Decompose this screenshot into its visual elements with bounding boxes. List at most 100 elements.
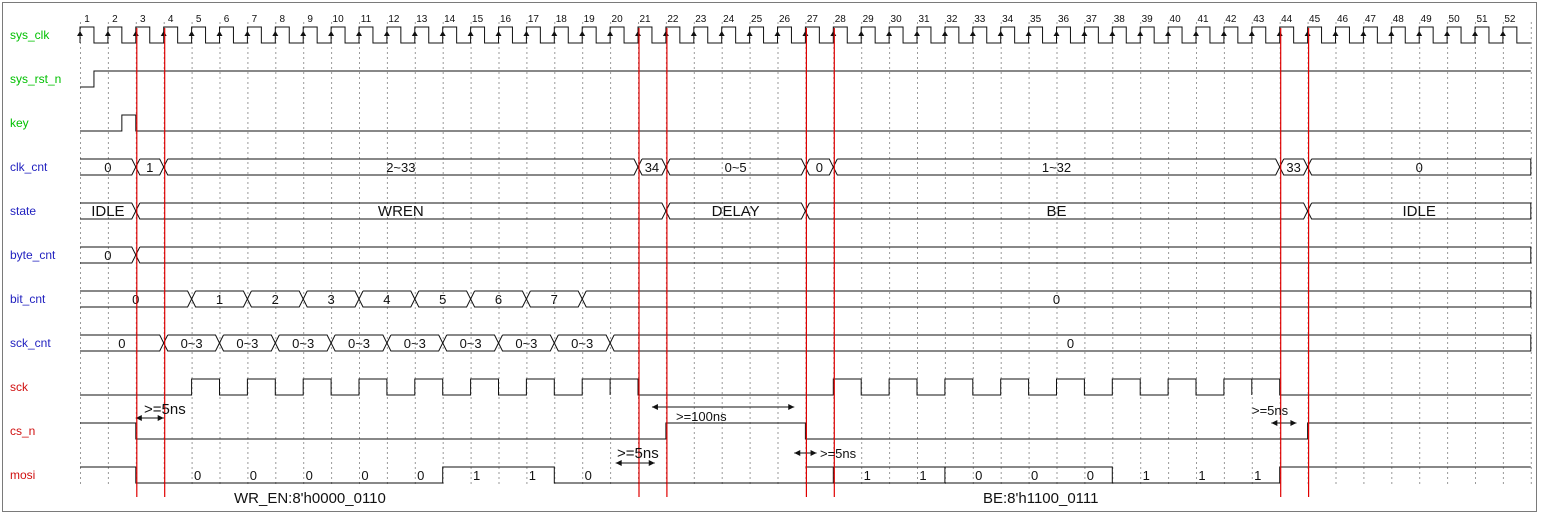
cycle-number: 13 [416,14,428,25]
state-value: BE [1046,203,1066,220]
signal-name-cs-n: cs_n [10,424,35,438]
mosi-bit-value: 1 [1254,468,1261,483]
cs-hold-label-2: >=5ns [1252,403,1289,418]
clk-edge-arrow [830,31,837,36]
sck-cnt-value: 0 [118,336,125,351]
bit-cnt-value: 3 [327,292,334,307]
sck-cnt-value: 0~3 [404,336,426,351]
mosi-bit-value: 0 [250,468,257,483]
state-value: WREN [378,203,424,220]
bit-cnt-segment [470,290,527,308]
clk-edge-arrow [1193,31,1199,36]
cycle-number: 8 [280,14,286,25]
cursor-lines [136,28,1310,497]
sck-cnt-segment [330,334,388,352]
clk-edge-arrow [914,31,920,36]
signal-name-sys-clk: sys_clk [10,28,50,42]
signal-name-state: state [10,204,36,218]
cycle-number: 26 [779,14,791,25]
cs-hold-arrow-2-head [1290,420,1297,426]
clk-edge-arrow [356,31,362,36]
bit-cnt-value: 1 [216,292,223,307]
cycle-number: 40 [1170,14,1182,25]
bit-cnt-segment [525,290,583,308]
cycle-number: 5 [196,14,202,25]
cs-hold-label-1: >=5ns [617,445,659,462]
cycle-number: 32 [946,14,958,25]
cycle-number: 38 [1114,14,1126,25]
sys-rst-n-wave [80,70,1531,88]
signal-name-sys-rst-n: sys_rst_n [10,72,61,86]
cycle-number: 11 [361,14,372,25]
state-segment [135,202,667,220]
sck-cnt-segment [609,334,1532,352]
mosi-wave [80,466,1531,484]
clk-edge-arrow [411,31,418,36]
clk-cnt-value: 0 [1416,160,1423,175]
bit-cnt-value: 6 [495,292,502,307]
clk-edge-arrow [272,31,279,36]
cycle-number: 43 [1253,14,1265,25]
sys-clk-wave [79,26,1531,44]
bit-cnt-value: 4 [383,292,390,307]
clk-edge-arrow [1025,31,1032,36]
clk-edge-arrow [1360,31,1367,36]
clk-cnt-value: 0 [104,160,111,175]
cycle-number: 28 [835,14,847,25]
bit-cnt-value: 5 [439,292,446,307]
cycle-number: 10 [333,14,345,25]
clk-edge-arrow [858,31,865,36]
sck-cnt-segment [163,334,221,352]
sck-cnt-value: 0~3 [292,336,314,351]
cycle-number: 14 [444,14,456,25]
cycle-number: 45 [1309,14,1321,25]
cycle-number: 46 [1337,14,1349,25]
bit-cnt-value: 2 [272,292,279,307]
clk-edge-arrow [160,31,167,36]
bit-cnt-segment [302,290,360,308]
clk-edge-arrow [1499,31,1506,36]
clk-edge-arrow [941,31,948,36]
mosi-bit-value: 1 [919,468,926,483]
signal-name-key: key [10,116,29,130]
signal-name-bit-cnt: bit_cnt [10,292,46,306]
cycle-number: 12 [388,14,400,25]
signal-name-mosi: mosi [10,468,35,482]
clk-cnt-value: 33 [1286,160,1300,175]
clk-edge-arrow [690,31,697,36]
cycle-number: 34 [1002,14,1014,25]
cycle-number: 18 [556,14,568,25]
cycle-number: 27 [807,14,819,25]
cycle-number: 37 [1086,14,1098,25]
clk-edge-arrow [1220,31,1227,36]
cycle-number: 19 [584,14,596,25]
key-wave [80,114,1531,132]
clk-edge-arrow [969,31,976,36]
mosi-bit-value: 0 [975,468,982,483]
clk-edge-arrow [216,31,223,36]
state-value: DELAY [712,203,760,220]
delay-gap-arrow-head [651,404,658,410]
cycle-number: 36 [1058,14,1070,25]
clk-edge-arrow [1472,31,1478,36]
clk-edge-arrow [104,31,111,36]
cycle-number: 48 [1393,14,1405,25]
clk-edge-arrow [1276,31,1283,36]
byte-cnt-value: 0 [104,248,111,263]
state-segment [665,202,806,220]
state-value: IDLE [1403,203,1436,220]
wren-command-label: WR_EN:8'h0000_0110 [234,490,386,507]
cycle-number: 41 [1197,14,1209,25]
cycle-number: 51 [1476,14,1488,25]
clk-edge-arrow [1109,31,1116,36]
cycle-number: 25 [751,14,763,25]
mosi-bit-value: 0 [361,468,368,483]
sck-cnt-value: 0 [1067,336,1074,351]
clk-cnt-value: 34 [645,160,659,175]
cycle-number: 3 [140,14,146,25]
clk-cnt-value: 0 [816,160,823,175]
clk-edge-arrow [607,31,614,36]
cycle-number: 39 [1142,14,1154,25]
sck-cnt-value: 0~3 [571,336,593,351]
